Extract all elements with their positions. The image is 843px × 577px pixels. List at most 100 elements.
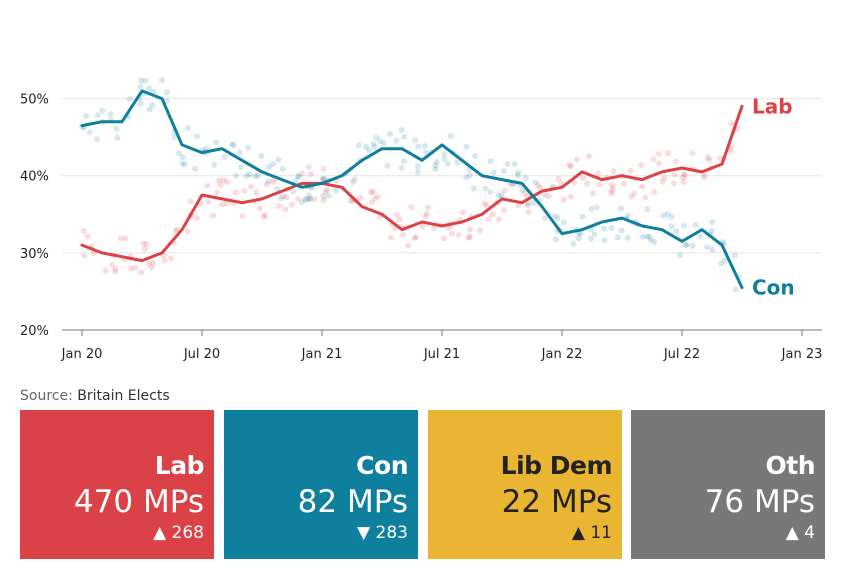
x-tick-label: Jan 22: [541, 347, 583, 362]
poll-dot: [102, 267, 109, 274]
poll-dot: [477, 227, 484, 234]
poll-dot: [380, 140, 387, 147]
seat-cards: Lab 470 MPs ▲ 268 Con 82 MPs ▼ 283 Lib D…: [20, 410, 825, 559]
poll-dot: [305, 163, 312, 170]
poll-dot: [423, 149, 430, 156]
poll-dot: [112, 265, 119, 272]
poll-dot: [320, 197, 327, 204]
card-party: Con: [356, 451, 408, 480]
poll-dot: [419, 223, 426, 230]
poll-dot: [614, 234, 621, 241]
poll-dot: [236, 149, 243, 156]
poll-dot: [541, 191, 548, 198]
poll-dot: [610, 168, 617, 175]
poll-dot: [470, 185, 477, 192]
change-value: 283: [375, 523, 408, 543]
poll-dot: [647, 237, 654, 244]
x-tick-label: Jan 20: [61, 347, 103, 362]
poll-dot: [142, 245, 149, 252]
poll-dot: [357, 194, 364, 201]
poll-dot: [608, 182, 615, 189]
poll-dot: [232, 189, 239, 196]
poll-dot: [223, 200, 230, 207]
poll-dot: [530, 200, 537, 207]
poll-dot: [295, 173, 302, 180]
poll-dot: [541, 215, 548, 222]
card-lib-dem: Lib Dem 22 MPs ▲ 11: [428, 410, 622, 559]
change-arrow-icon: ▲: [153, 523, 167, 543]
poll-dot: [487, 189, 494, 196]
poll-dot: [522, 174, 529, 181]
poll-dot: [192, 165, 199, 172]
poll-dot: [184, 227, 191, 234]
poll-dot: [624, 212, 631, 219]
poll-dot: [307, 195, 314, 202]
poll-dot: [253, 189, 260, 196]
poll-dot: [412, 234, 419, 241]
poll-dot: [673, 228, 680, 235]
poll-dot: [501, 187, 508, 194]
poll-dot: [575, 235, 582, 242]
poll-dot: [298, 199, 305, 206]
poll-dot: [113, 125, 120, 132]
poll-dot: [275, 156, 282, 163]
poll-dot: [277, 195, 284, 202]
poll-dot: [466, 172, 473, 179]
poll-dot: [368, 189, 375, 196]
poll-dot: [256, 205, 263, 212]
series-label-con: Con: [752, 276, 795, 300]
poll-dot: [216, 177, 223, 184]
poll-dot: [454, 159, 461, 166]
poll-dot: [566, 162, 573, 169]
poll-dot: [728, 120, 735, 127]
poll-dot: [721, 257, 728, 264]
poll-dot: [274, 185, 281, 192]
poll-dot: [269, 178, 276, 185]
source-prefix: Source:: [20, 388, 73, 404]
card-lab: Lab 470 MPs ▲ 268: [20, 410, 214, 559]
series-line-con: [80, 89, 744, 290]
poll-dot: [680, 171, 687, 178]
poll-dot: [551, 212, 558, 219]
poll-dot: [400, 157, 407, 164]
poll-dot: [467, 226, 474, 233]
poll-dot: [149, 259, 156, 266]
poll-dot: [534, 182, 541, 189]
poll-dot: [386, 131, 393, 138]
poll-dot: [320, 166, 327, 173]
poll-dot: [263, 181, 270, 188]
card-change: ▲ 268: [20, 522, 204, 544]
poll-dot: [258, 153, 265, 160]
poll-dot: [524, 202, 531, 209]
poll-dot: [441, 151, 448, 158]
poll-dot: [308, 171, 315, 178]
poll-dot: [668, 213, 675, 220]
poll-dot: [146, 106, 153, 113]
poll-dot: [83, 112, 90, 119]
series-line-lab: [80, 104, 744, 263]
poll-dot: [567, 193, 574, 200]
poll-dot: [86, 129, 93, 136]
poll-dot: [703, 244, 710, 251]
source-note: Source: Britain Elects: [20, 388, 170, 404]
poll-dot: [440, 235, 447, 242]
poll-dot: [680, 174, 687, 181]
card-seats: 22 MPs: [501, 484, 612, 520]
poll-dot: [608, 188, 615, 195]
poll-dot: [303, 196, 310, 203]
poll-dot: [146, 260, 153, 267]
poll-dot: [371, 143, 378, 150]
poll-dot: [601, 237, 608, 244]
poll-dot: [140, 240, 147, 247]
poll-dot: [213, 139, 220, 146]
poll-dot: [661, 175, 668, 182]
poll-dot: [589, 190, 596, 197]
card-con: Con 82 MPs ▼ 283: [224, 410, 418, 559]
poll-dot: [179, 160, 186, 167]
poll-dot: [608, 225, 615, 232]
poll-dot: [94, 136, 101, 143]
poll-dot: [306, 192, 313, 199]
poll-dot: [425, 204, 432, 211]
poll-dot: [646, 233, 653, 240]
poll-dot: [706, 156, 713, 163]
